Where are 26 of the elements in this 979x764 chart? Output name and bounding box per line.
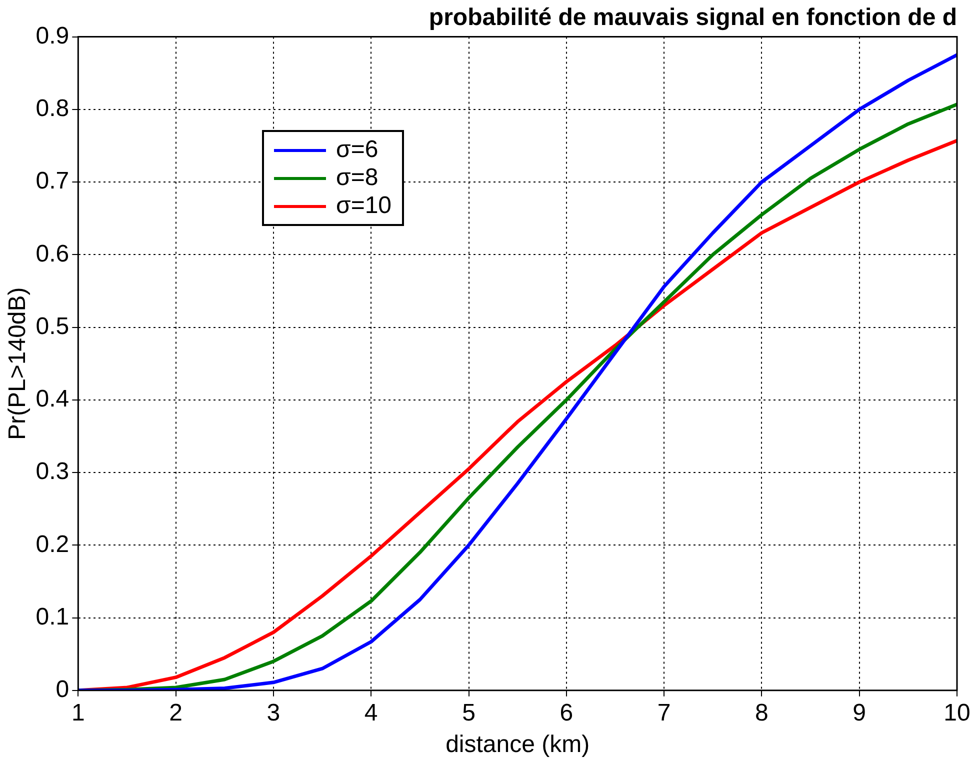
x-tick-label: 1: [71, 699, 85, 726]
x-tick-label: 2: [169, 699, 182, 726]
x-tick-label: 5: [462, 699, 476, 726]
x-tick-label: 8: [755, 699, 768, 726]
y-tick-label: 0.1: [36, 603, 70, 630]
legend-label: σ=6: [336, 136, 378, 164]
x-tick-label: 3: [266, 699, 280, 726]
x-tick-label: 7: [657, 699, 671, 726]
x-tick-label: 6: [560, 699, 574, 726]
y-tick-label: 0.7: [36, 168, 70, 195]
y-tick-label: 0.5: [36, 312, 70, 340]
legend-label: σ=10: [336, 192, 392, 220]
y-tick-label: 0.3: [36, 458, 70, 486]
y-axis-title: Pr(PL>140dB): [4, 287, 32, 440]
y-tick-label: 0.6: [36, 240, 70, 268]
y-tick-label: 0: [56, 676, 70, 704]
y-tick-label: 0.2: [36, 530, 70, 558]
y-tick-label: 0.4: [36, 386, 70, 413]
legend-label: σ=8: [336, 164, 378, 192]
chart-title: probabilité de mauvais signal en fonction de d: [428, 4, 957, 32]
y-tick-label: 0.9: [36, 22, 70, 50]
x-axis-title: distance (km): [446, 731, 590, 758]
x-tick-label: 10: [944, 699, 970, 726]
x-tick-label: 9: [852, 699, 866, 726]
y-tick-label: 0.8: [36, 95, 70, 122]
x-tick-label: 4: [364, 699, 378, 726]
